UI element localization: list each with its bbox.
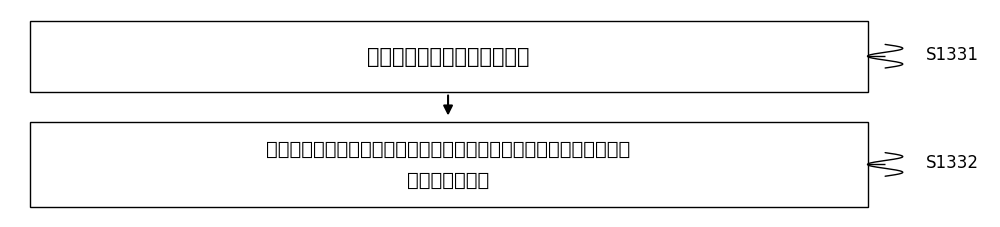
Text: 根据限幅计算后的所述第三比値、所述标准流阵以及所述环境流阵，计
算所述流量因子: 根据限幅计算后的所述第三比値、所述标准流阵以及所述环境流阵，计 算所述流量因子 — [266, 140, 631, 190]
FancyBboxPatch shape — [30, 22, 868, 92]
Text: S1331: S1331 — [926, 46, 979, 64]
FancyBboxPatch shape — [30, 122, 868, 207]
Text: S1332: S1332 — [926, 154, 979, 172]
Text: 分别获取标准流阵和环境流阵: 分别获取标准流阵和环境流阵 — [367, 47, 530, 67]
